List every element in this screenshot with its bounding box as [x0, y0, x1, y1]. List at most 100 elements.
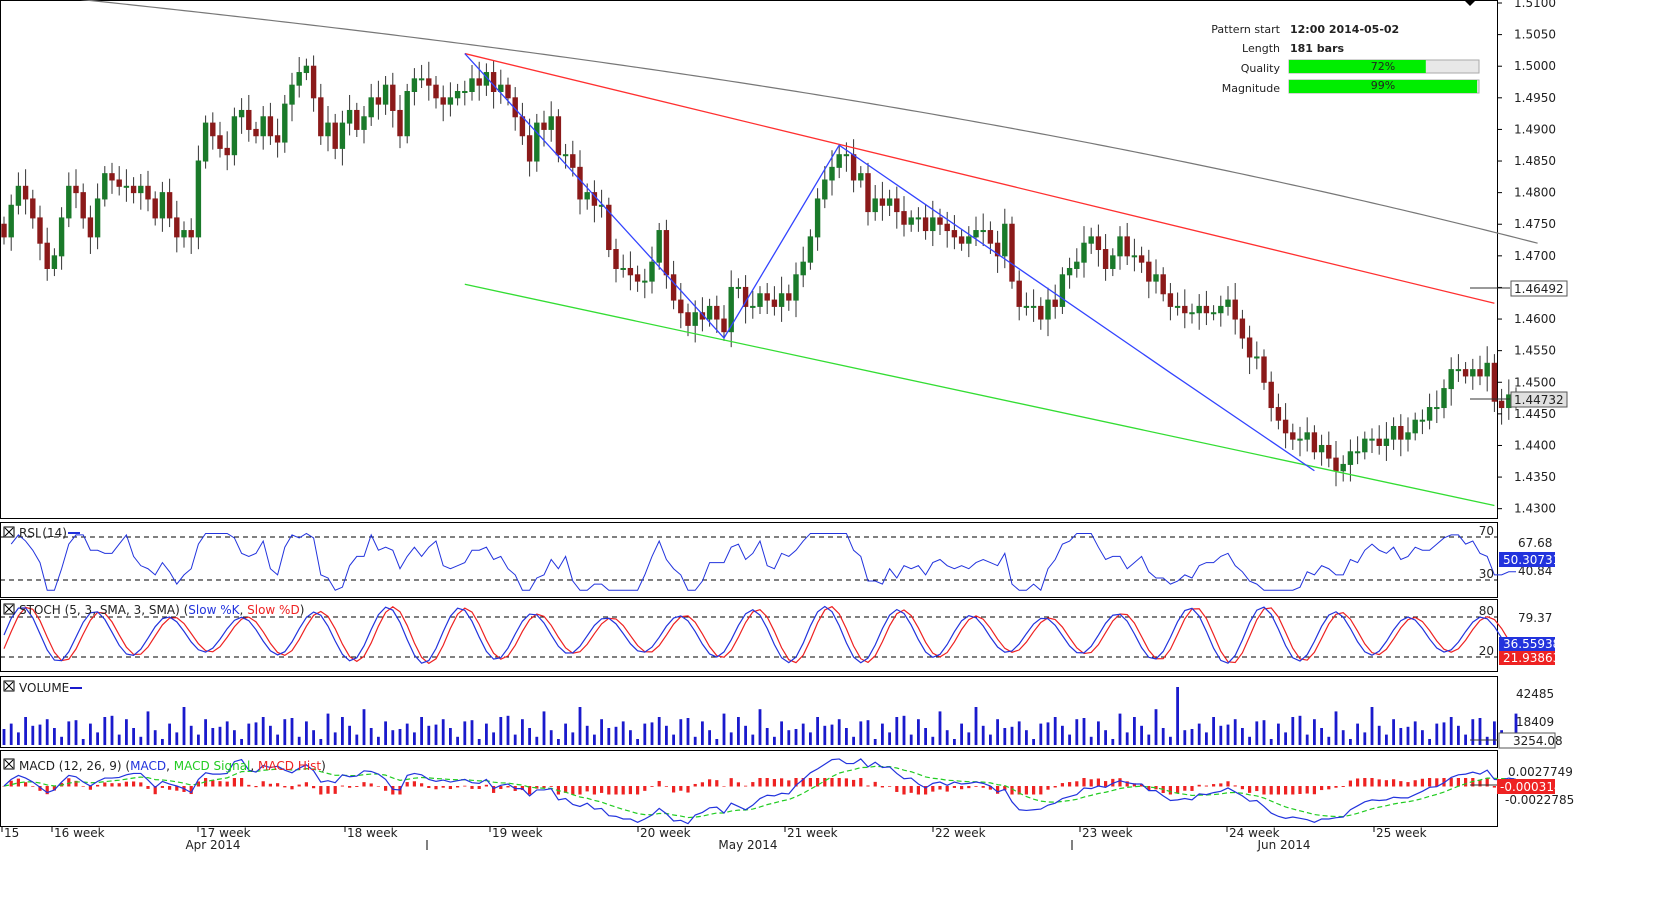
candle-body [303, 65, 310, 74]
candle-body [1326, 444, 1332, 459]
quality-label: Quality [1241, 62, 1281, 75]
macd-hist-bar [1298, 786, 1302, 794]
volume-bar [405, 723, 409, 745]
price-tick-label: 1.4350 [1514, 470, 1556, 484]
candle-body [368, 97, 374, 118]
candle-body [1333, 457, 1339, 472]
macd-hist-bar [744, 785, 748, 787]
candle-body [51, 255, 58, 269]
magnitude-value: 99% [1371, 79, 1395, 92]
macd-hist-bar [362, 782, 366, 787]
candle-body [570, 154, 576, 168]
candle-body [188, 230, 194, 238]
candle-body [296, 72, 302, 86]
volume-bar [125, 719, 128, 745]
macd-hist-bar [1392, 779, 1396, 787]
candle-body [1261, 356, 1267, 383]
candle-body [246, 109, 252, 130]
panel-frame [0, 599, 1498, 672]
macd-hist-bar [1399, 781, 1403, 787]
candle-body [80, 192, 86, 219]
volume-bar [1133, 717, 1136, 745]
candle-body [1131, 255, 1138, 258]
panel-frames [0, 0, 1498, 827]
candle-body [1318, 444, 1325, 453]
macd-hist-bar [873, 781, 877, 787]
volume-bar [521, 719, 524, 745]
price-tick-label: 1.4550 [1514, 344, 1556, 358]
macd-hist-bar [1456, 778, 1460, 787]
price-tick-label: 1.4850 [1514, 154, 1556, 168]
stoch-k-path [3, 605, 1517, 664]
macd-hist-bar [1010, 786, 1014, 795]
candle-body [123, 185, 130, 188]
macd-hist-bar [607, 786, 611, 795]
candle-body [476, 78, 482, 86]
volume-bar [413, 732, 416, 745]
volume-bar [1039, 723, 1043, 745]
candle-body [685, 312, 691, 326]
volume-bar [31, 725, 35, 745]
macd-hist-bar [1291, 786, 1295, 795]
macd-hist-bar [751, 782, 755, 787]
volume-bar [312, 730, 315, 745]
candle-body [1030, 305, 1037, 308]
volume-bar [1334, 711, 1338, 745]
macd-hist-bar [1269, 786, 1273, 795]
volume-bar [1327, 736, 1331, 745]
candle-body [958, 236, 965, 244]
volume-bar [225, 721, 229, 745]
macd-hist-bar [758, 778, 762, 787]
candle-body [94, 198, 101, 238]
macd-hist-bar [866, 785, 870, 787]
week-label: 15 [4, 826, 19, 840]
candle-body [66, 185, 72, 219]
volume-bar [737, 717, 740, 745]
macd-hist-bar [304, 782, 308, 787]
candle-body [562, 154, 569, 157]
volume-bar [38, 724, 42, 745]
volume-bar [1428, 739, 1431, 745]
stoch-current-d: 21.93863 [1503, 651, 1560, 665]
macd-hist-bar [1485, 778, 1489, 787]
macd-hist-bar [837, 778, 841, 787]
volume-bar [585, 725, 589, 745]
candle-body [411, 78, 418, 92]
macd-hist-bar [412, 781, 416, 787]
candle-body [1470, 369, 1476, 377]
collapse-marker-icon[interactable] [1464, 0, 1476, 6]
candle-body [728, 286, 734, 333]
macd-hist-bar [830, 778, 834, 787]
candle-body [1174, 305, 1181, 308]
volume-bar [729, 732, 733, 745]
macd-hist-bar [1183, 786, 1187, 791]
candle-body [577, 166, 583, 200]
candle-body [1, 223, 7, 238]
volume-bar [441, 719, 445, 745]
volume-bar [485, 723, 488, 745]
volume-bar [233, 730, 236, 745]
price-axis: 1.5100 1.5050 1.5000 1.4950 1.4900 1.4850 1.48… [1497, 0, 1556, 516]
volume-bar [492, 732, 495, 745]
stoch-d-path [3, 605, 1517, 665]
volume-bar [341, 717, 344, 745]
volume-bar [17, 732, 20, 745]
macd-hist-bar [391, 786, 395, 795]
stoch-slow-d-line [3, 605, 1517, 665]
macd-hist-bar [110, 783, 114, 787]
volume-bar [1406, 726, 1410, 745]
panel-frame [0, 522, 1498, 598]
macd-hist-bar [1068, 782, 1072, 787]
volume-bar [204, 719, 207, 745]
volume-bar [9, 723, 13, 745]
volume-bar [384, 721, 387, 745]
candle-body [1153, 274, 1159, 282]
macd-hist-bar [1132, 783, 1136, 787]
candle-body [58, 217, 65, 257]
volume-bar [1197, 723, 1201, 745]
candle-body [750, 305, 756, 308]
candle-body [1254, 356, 1260, 359]
candle-body [634, 274, 641, 282]
macd-hist-bar [225, 781, 229, 787]
candle-body [44, 242, 50, 269]
